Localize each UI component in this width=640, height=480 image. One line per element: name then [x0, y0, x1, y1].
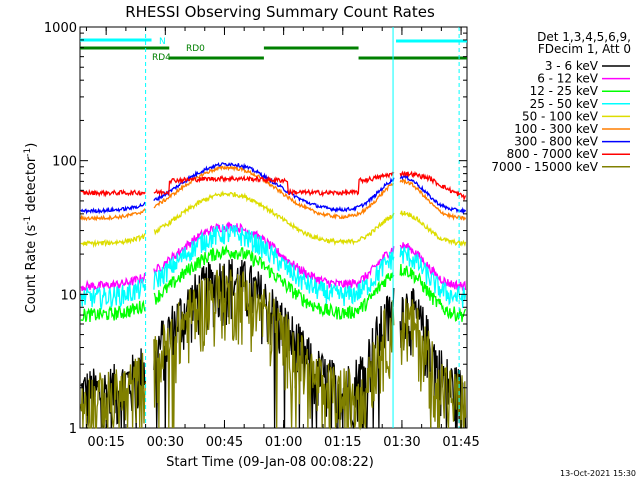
y-tick-label: 1000	[44, 21, 77, 36]
legend-header-line2: FDecim 1, Att 0	[538, 42, 631, 56]
plot-frame	[79, 26, 468, 429]
y-tick-label: 10	[60, 288, 77, 303]
x-tick-label: 00:30	[147, 435, 184, 450]
chart-title: RHESSI Observing Summary Count Rates	[125, 3, 435, 21]
legend-item-label: 3 - 6 keV	[545, 59, 599, 73]
series-line-8	[80, 170, 467, 202]
series-line-7	[80, 161, 467, 215]
y-tick-label: 100	[52, 155, 77, 170]
series-line-3	[80, 244, 467, 323]
series-layer	[80, 161, 467, 431]
flag-rd4-label: RD4	[152, 53, 171, 63]
flag-n-label: N	[159, 37, 166, 47]
legend-header-line1: Det 1,3,4,5,6,9,	[537, 30, 631, 44]
legend-item-label: 300 - 800 keV	[514, 135, 598, 149]
y-tick-label: 1	[69, 422, 77, 437]
legend-item-label: 50 - 100 keV	[522, 109, 599, 123]
legend-item-label: 25 - 50 keV	[530, 97, 599, 111]
x-tick-label: 01:30	[383, 435, 420, 450]
legend: Det 1,3,4,5,6,9, FDecim 1, Att 0 3 - 6 k…	[491, 30, 631, 174]
series-line-5	[80, 190, 467, 249]
y-axis-label: Count Rate (s-1 detector-1)	[23, 143, 39, 314]
y-axis-label-sup2: -1	[23, 148, 33, 157]
y-axis-label-part2: detector	[24, 156, 39, 216]
footer-date: 13-Oct-2021 15:30	[560, 469, 636, 478]
legend-item-label: 12 - 25 keV	[530, 84, 599, 98]
x-tick-label: 01:15	[324, 435, 361, 450]
x-tick-label: 00:15	[87, 435, 124, 450]
series-line-9	[80, 265, 467, 431]
legend-item-label: 800 - 7000 keV	[507, 147, 599, 161]
legend-item-label: 6 - 12 keV	[537, 72, 599, 86]
flag-rd0-label: RD0	[186, 44, 205, 54]
x-tick-label: 00:45	[206, 435, 243, 450]
x-axis-label: Start Time (09-Jan-08 00:08:22)	[166, 455, 374, 470]
y-axis-label-part3: )	[24, 143, 39, 148]
legend-item-label: 7000 - 15000 keV	[491, 160, 598, 174]
plot-area	[79, 26, 468, 429]
x-tick-label: 01:45	[442, 435, 479, 450]
legend-item-label: 100 - 300 keV	[514, 122, 598, 136]
series-line-4	[80, 224, 467, 311]
x-tick-label: 01:00	[265, 435, 302, 450]
y-axis-label-part1: Count Rate (s	[24, 225, 39, 314]
flags-layer: N RD0 RD4	[80, 27, 467, 428]
axes-layer: 1 10 100 1000 00:15 00:30 00:45 01:00 01:15 01:30…	[44, 21, 480, 450]
y-axis-label-sup1: -1	[23, 216, 33, 225]
